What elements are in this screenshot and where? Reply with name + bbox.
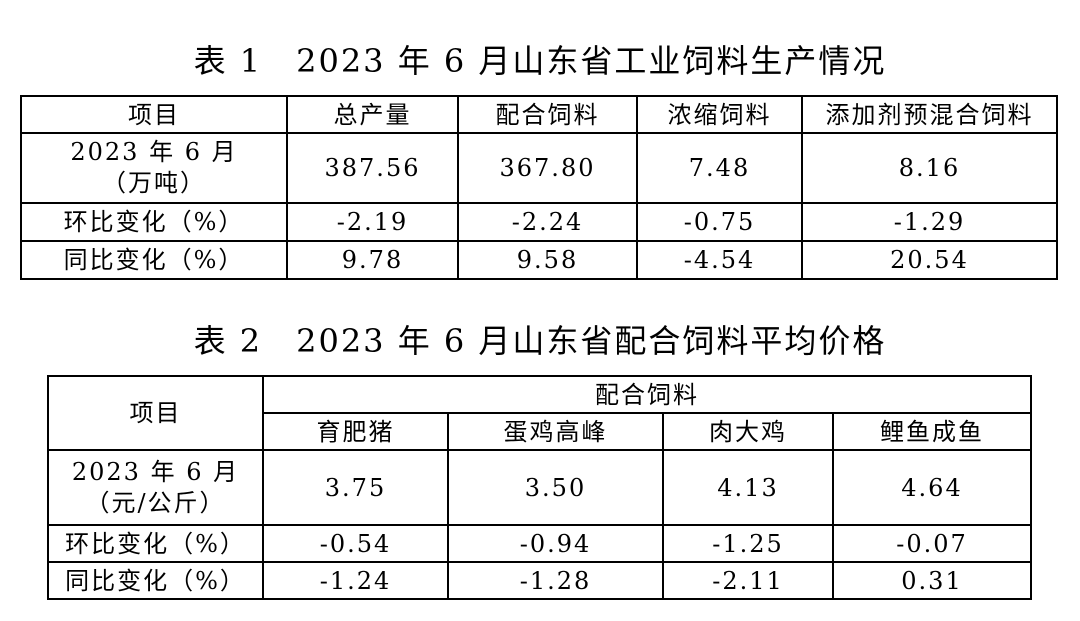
feed-price-table: 项目 配合饲料 育肥猪 蛋鸡高峰 肉大鸡 鲤鱼成鱼 2023 年 6 月 （元/…: [47, 375, 1032, 600]
table-cell: -1.29: [801, 202, 1058, 242]
table-cell: -0.94: [447, 524, 664, 563]
table-cell: 3.50: [447, 449, 664, 526]
table-cell: 4.13: [662, 449, 834, 526]
table-cell: -1.28: [447, 561, 664, 600]
row-label-line1: 2023 年 6 月: [70, 138, 238, 166]
table-row: 2023 年 6 月 （元/公斤） 3.75 3.50 4.13 4.64: [47, 449, 1032, 526]
header-concentrate-feed: 浓缩饲料: [636, 95, 803, 134]
feed-production-table: 项目 总产量 配合饲料 浓缩饲料 添加剂预混合饲料 2023 年 6 月 （万吨…: [20, 95, 1058, 280]
table-header-row: 项目 配合饲料: [47, 375, 1032, 451]
table-row: 2023 年 6 月 （万吨） 387.56 367.80 7.48 8.16: [20, 132, 1058, 204]
table-cell: -0.75: [636, 202, 803, 242]
table-row: 同比变化（%） 9.78 9.58 -4.54 20.54: [20, 240, 1058, 280]
table2-title: 表 2 2023 年 6 月山东省配合饲料平均价格: [193, 322, 887, 360]
table-cell: -1.25: [662, 524, 834, 563]
row-label: 环比变化（%）: [20, 202, 288, 242]
header-broiler: 肉大鸡: [662, 412, 834, 451]
table-cell: -2.19: [286, 202, 459, 242]
row-label: 2023 年 6 月 （万吨）: [20, 132, 288, 204]
table-subheader-row: 育肥猪 蛋鸡高峰 肉大鸡 鲤鱼成鱼: [48, 412, 1032, 451]
table-cell: -2.11: [662, 561, 834, 600]
table-cell: 4.64: [832, 449, 1032, 526]
table-cell: -2.24: [457, 202, 638, 242]
table-cell: 7.48: [636, 132, 803, 204]
table-cell: 367.80: [457, 132, 638, 204]
header-adult-carp: 鲤鱼成鱼: [832, 412, 1032, 451]
table-cell: 8.16: [801, 132, 1058, 204]
header-compound-feed-group: 配合饲料: [262, 375, 1032, 414]
table-cell: -0.07: [832, 524, 1032, 563]
table-cell: -0.54: [262, 524, 449, 563]
header-premix-feed: 添加剂预混合饲料: [801, 95, 1058, 134]
header-laying-hen-peak: 蛋鸡高峰: [447, 412, 664, 451]
row-label-line2: （万吨）: [102, 169, 206, 197]
row-label: 同比变化（%）: [20, 240, 288, 280]
table-cell: 387.56: [286, 132, 459, 204]
table-cell: -1.24: [262, 561, 449, 600]
header-item: 项目: [20, 95, 288, 134]
header-total-output: 总产量: [286, 95, 459, 134]
table-row: 环比变化（%） -0.54 -0.94 -1.25 -0.07: [47, 524, 1032, 563]
table-cell: 0.31: [832, 561, 1032, 600]
table-cell: 3.75: [262, 449, 449, 526]
table-cell: -4.54: [636, 240, 803, 280]
table1-title: 表 1 2023 年 6 月山东省工业饲料生产情况: [193, 42, 887, 80]
table-row: 同比变化（%） -1.24 -1.28 -2.11 0.31: [47, 561, 1032, 600]
table-cell: 20.54: [801, 240, 1058, 280]
table-row: 环比变化（%） -2.19 -2.24 -0.75 -1.29: [20, 202, 1058, 242]
table-cell: 9.58: [457, 240, 638, 280]
table-header-row: 项目 总产量 配合饲料 浓缩饲料 添加剂预混合饲料: [20, 95, 1058, 134]
header-compound-feed: 配合饲料: [457, 95, 638, 134]
header-fattening-pig: 育肥猪: [262, 412, 449, 451]
row-label: 同比变化（%）: [47, 561, 264, 600]
table-cell: 9.78: [286, 240, 459, 280]
header-item: 项目: [47, 375, 264, 451]
row-label: 环比变化（%）: [47, 524, 264, 563]
row-label: 2023 年 6 月 （元/公斤）: [47, 449, 264, 526]
row-label-line1: 2023 年 6 月: [71, 457, 240, 486]
row-label-line2: （元/公斤）: [85, 488, 226, 517]
